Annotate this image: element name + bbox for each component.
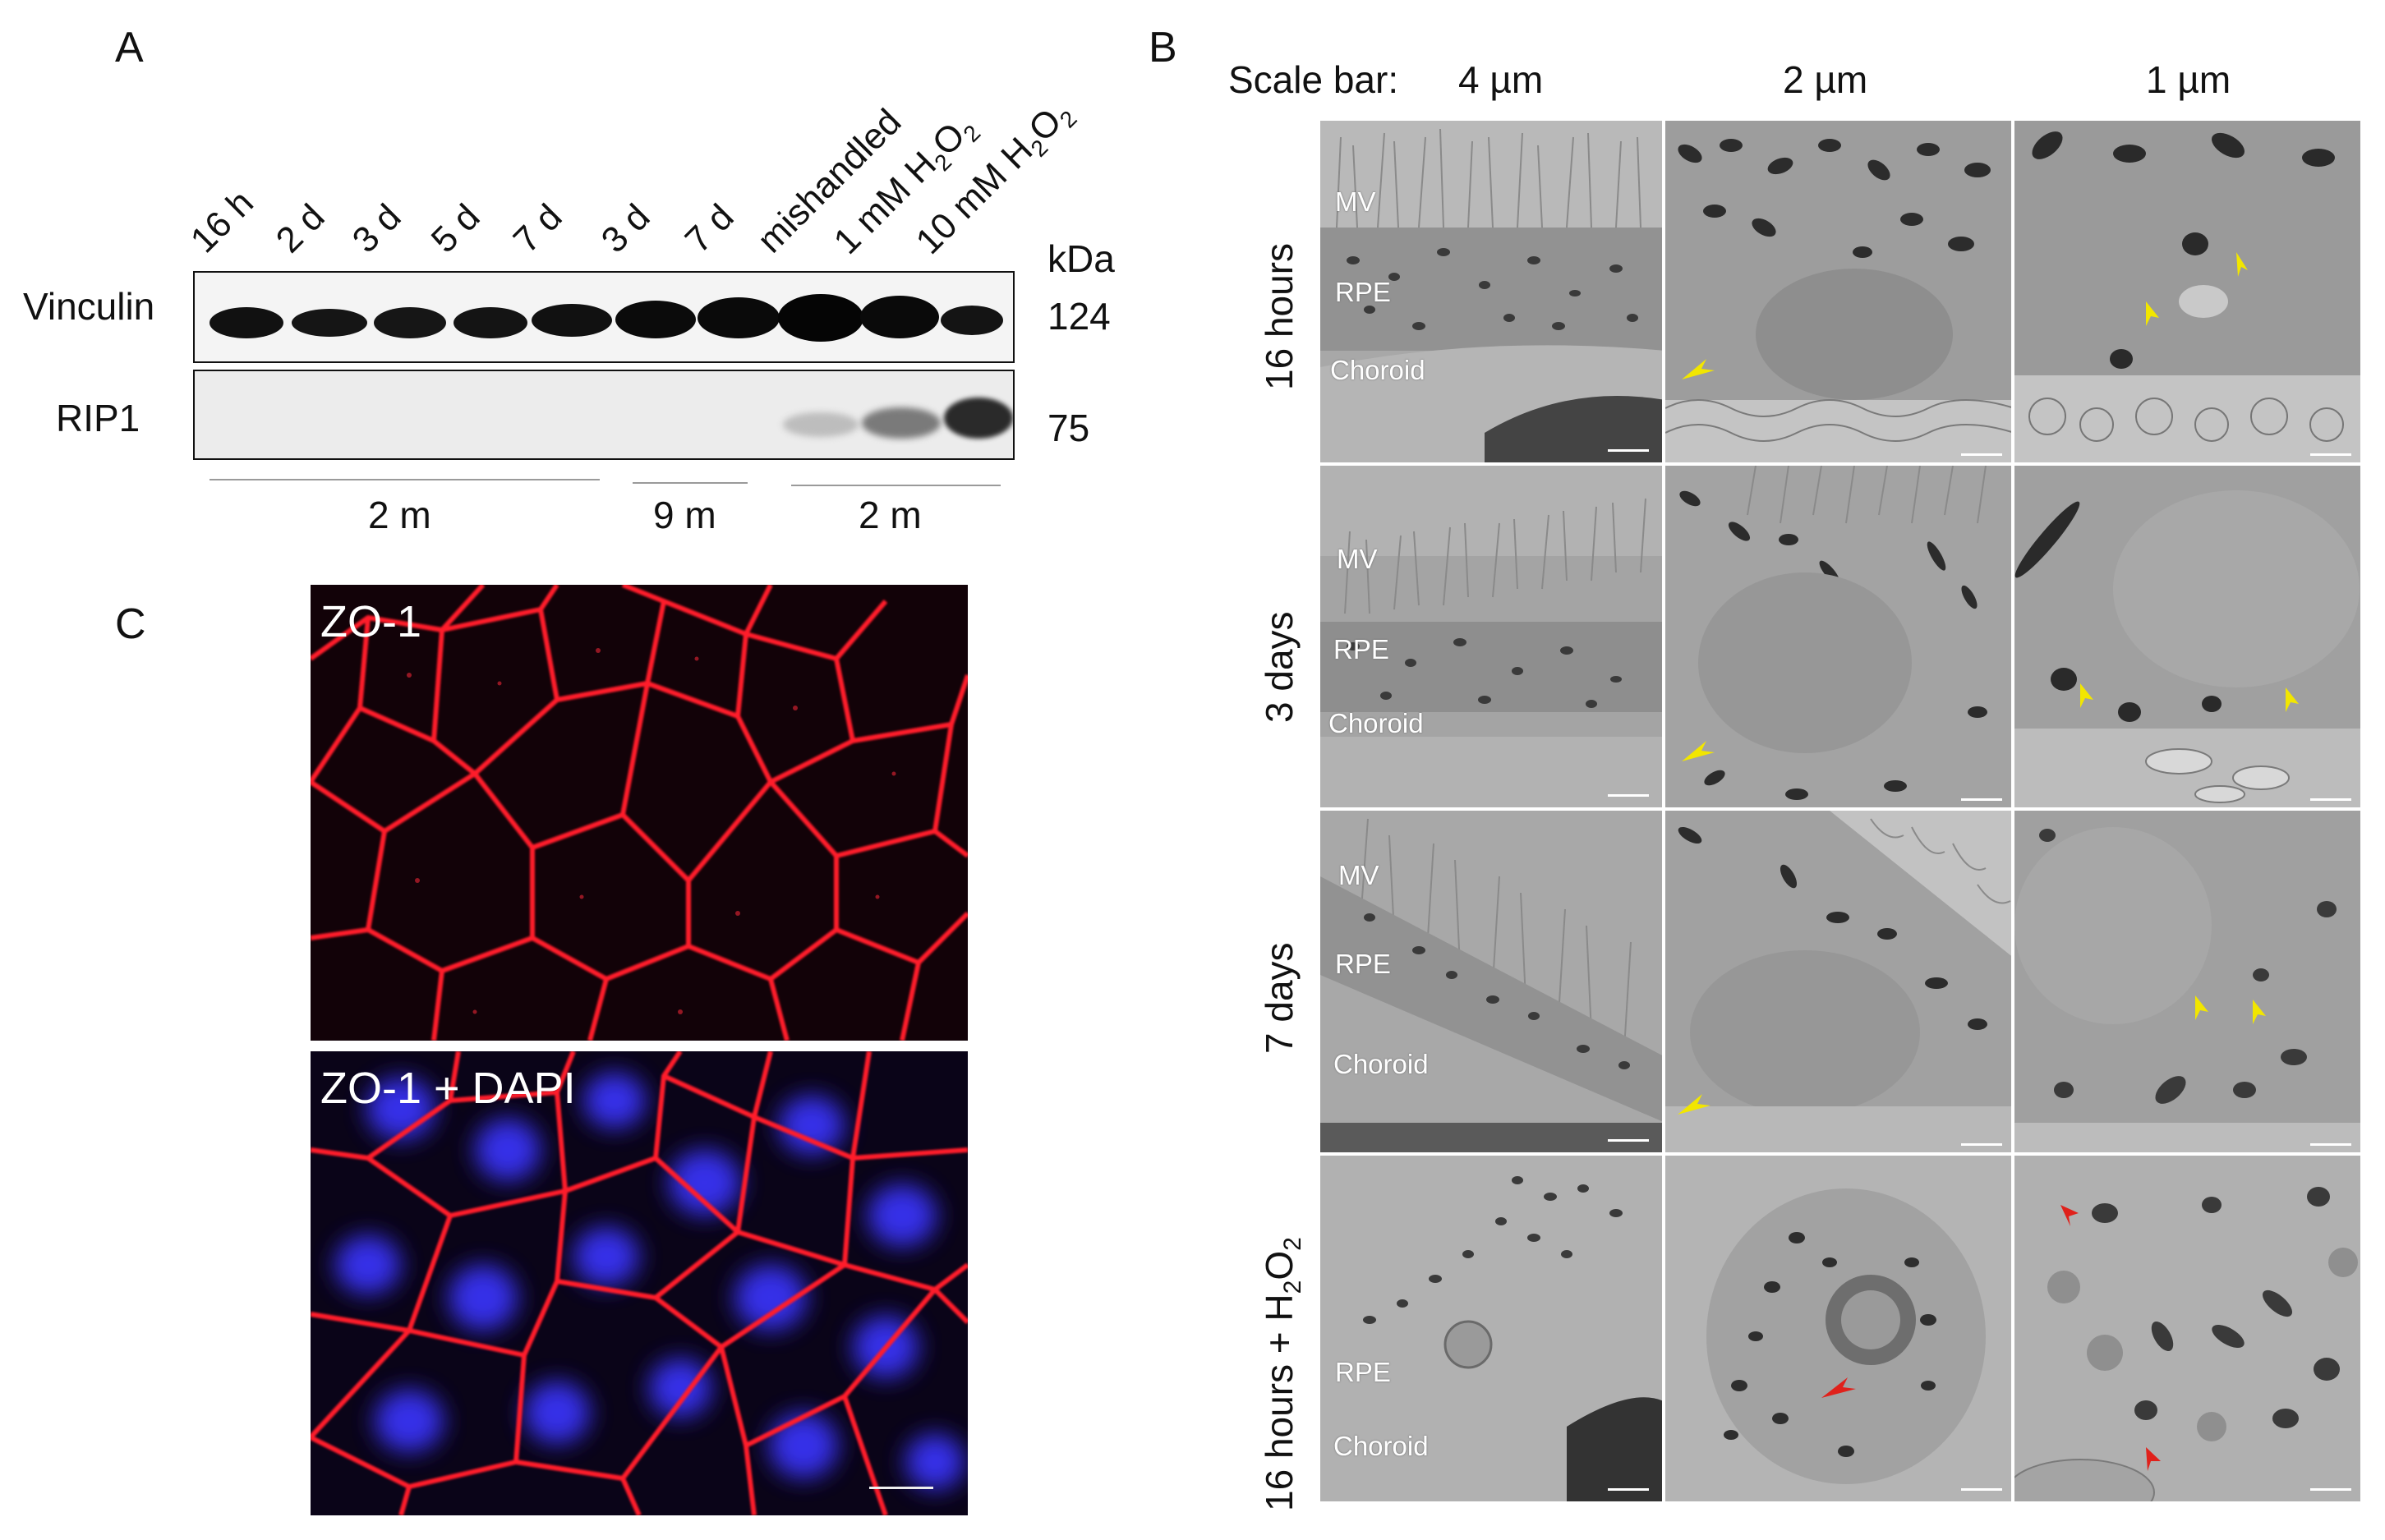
band: [698, 297, 780, 338]
em-tile-h2o2-2um: [1664, 1154, 2013, 1503]
band: [944, 398, 1013, 439]
em-tile-3d-1um: [2013, 464, 2362, 809]
scale-bar-label: Scale bar:: [1228, 58, 1399, 101]
column-header-1um: 1 µm: [2146, 58, 2231, 101]
em-tile-h2o2-4um: RPE Choroid: [1319, 1154, 1664, 1503]
row-label-7-days: 7 days: [1258, 942, 1301, 1054]
em-tile-3d-2um: [1664, 464, 2013, 809]
group-label: 2 m: [859, 494, 922, 536]
band: [209, 307, 283, 338]
layer-label: Choroid: [1333, 1049, 1429, 1079]
row-label-16-hours: 16 hours: [1258, 242, 1301, 390]
panel-label-a: A: [115, 24, 144, 71]
group-label: 2 m: [368, 494, 431, 536]
kda-75: 75: [1047, 407, 1090, 449]
group-label: 9 m: [653, 494, 716, 536]
zo1-dapi-image: ZO-1 + DAPI: [311, 1051, 968, 1515]
band: [778, 294, 863, 342]
em-tile-7d-2um: [1664, 809, 2013, 1154]
zo1-dapi-label: ZO-1 + DAPI: [320, 1064, 576, 1113]
row-label-3-days: 3 days: [1258, 611, 1301, 723]
layer-label: RPE: [1335, 277, 1391, 307]
lane-label: 3 d: [344, 196, 409, 261]
em-tile-7d-4um: MV RPE Choroid: [1319, 809, 1664, 1154]
lane-label: 3 d: [593, 196, 658, 261]
lane-label: 7 d: [505, 196, 570, 261]
band: [615, 301, 696, 338]
group-bar: [209, 479, 600, 480]
scale-bar: [869, 1487, 933, 1489]
column-header-4um: 4 µm: [1458, 58, 1544, 101]
layer-label: RPE: [1335, 1357, 1391, 1387]
vinculin-blot: [193, 271, 1015, 363]
band: [532, 304, 612, 337]
layer-label: Choroid: [1333, 1431, 1429, 1461]
band: [860, 296, 939, 338]
group-bar: [633, 482, 748, 484]
em-tile-16h-4um: MV RPE Choroid: [1319, 119, 1664, 464]
em-tile-16h-2um: [1664, 119, 2013, 464]
lane-label: 7 d: [677, 196, 742, 261]
blot-row-label-vinculin: Vinculin: [23, 285, 155, 328]
layer-label: RPE: [1333, 634, 1389, 664]
lane-label: 16 h: [182, 182, 261, 261]
em-tile-7d-1um: [2013, 809, 2362, 1154]
band: [292, 309, 367, 337]
zo1-label: ZO-1: [320, 597, 422, 646]
band: [941, 306, 1003, 335]
band: [862, 407, 941, 439]
layer-label: RPE: [1335, 949, 1391, 979]
layer-label: MV: [1335, 186, 1376, 217]
em-tile-16h-1um: [2013, 119, 2362, 464]
panel-label-b: B: [1149, 24, 1177, 71]
kda-unit-label: kDa: [1047, 237, 1115, 280]
zo1-image: ZO-1: [311, 585, 968, 1041]
kda-124: 124: [1047, 295, 1111, 338]
em-tile-h2o2-1um: [2013, 1154, 2362, 1503]
blot-row-label-rip1: RIP1: [56, 397, 140, 439]
layer-label: MV: [1337, 544, 1378, 574]
em-tile-3d-4um: MV RPE Choroid: [1319, 464, 1664, 809]
row-label-16-hours-h2o2: 16 hours + H2O2: [1258, 1237, 1307, 1511]
band: [374, 307, 446, 338]
layer-label: Choroid: [1328, 708, 1424, 738]
group-bar: [791, 485, 1001, 486]
lane-label: 2 d: [268, 196, 333, 261]
panel-label-c: C: [115, 600, 146, 648]
band: [454, 307, 527, 338]
layer-label: MV: [1338, 860, 1379, 890]
rip1-blot: [193, 370, 1015, 460]
column-header-2um: 2 µm: [1783, 58, 1868, 101]
lane-label: 5 d: [423, 196, 488, 261]
layer-label: Choroid: [1330, 355, 1425, 385]
band: [783, 412, 859, 437]
